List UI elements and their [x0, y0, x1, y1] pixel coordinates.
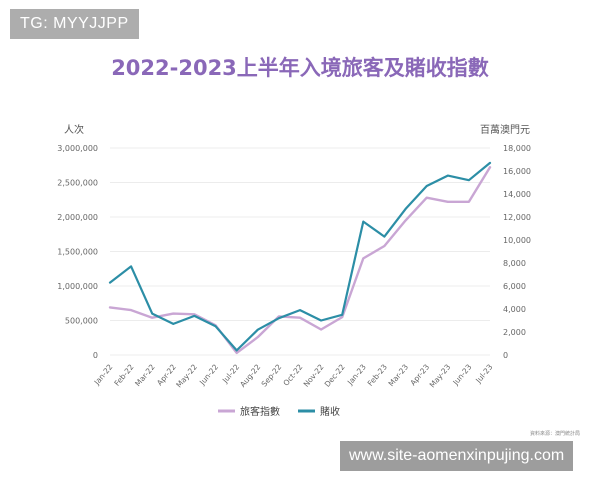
point-gaming	[341, 313, 344, 316]
y-left-tick-label: 1,500,000	[57, 248, 98, 257]
chart-title: 2022-2023上半年入境旅客及賭收指數	[111, 56, 489, 80]
y-left-tick-label: 2,500,000	[57, 179, 98, 188]
point-gaming	[299, 309, 301, 311]
point-gaming	[468, 179, 470, 181]
point-visitors	[489, 166, 491, 169]
point-gaming	[489, 162, 491, 164]
point-visitors	[235, 352, 238, 354]
point-gaming	[151, 312, 154, 315]
point-gaming	[278, 317, 280, 320]
x-tick-label: Jun-23	[450, 362, 473, 387]
point-visitors	[151, 316, 154, 319]
y-right-tick-label: 14,000	[503, 190, 531, 199]
y-right-tick-label: 16,000	[503, 167, 531, 176]
x-tick-label: Dec-22	[323, 362, 347, 388]
x-tick-label: Jul-23	[473, 362, 494, 385]
y-right-tick-label: 12,000	[503, 213, 531, 222]
legend-label: 賭收	[320, 405, 340, 418]
point-gaming	[446, 174, 449, 177]
y-right-tick-label: 6,000	[503, 282, 526, 291]
y-left-tick-label: 500,000	[65, 317, 98, 326]
y-left-tick-label: 2,000,000	[57, 213, 98, 222]
point-gaming	[362, 220, 365, 223]
point-visitors	[362, 257, 365, 260]
y-left-tick-label: 3,000,000	[57, 144, 98, 153]
point-gaming	[404, 208, 407, 210]
point-visitors	[383, 245, 386, 247]
x-tick-label: Jan-22	[92, 362, 115, 387]
point-visitors	[425, 196, 428, 199]
point-visitors	[468, 201, 470, 203]
point-visitors	[299, 316, 301, 319]
y-right-tick-label: 0	[503, 351, 508, 360]
point-gaming	[193, 315, 196, 317]
watermark-bottom: www.site-aomenxinpujing.com	[340, 441, 574, 471]
point-gaming	[109, 281, 111, 284]
point-gaming	[320, 319, 322, 322]
point-visitors	[172, 312, 175, 315]
y-right-tick-label: 18,000	[503, 144, 531, 153]
point-gaming	[256, 328, 259, 331]
point-gaming	[214, 325, 217, 328]
point-visitors	[446, 201, 449, 203]
point-visitors	[320, 328, 322, 331]
x-tick-label: Jun-22	[197, 362, 220, 387]
x-tick-label: Nov-22	[302, 362, 326, 388]
left-axis-title: 人次	[64, 125, 84, 136]
watermark-top: TG: MYYJJPP	[10, 9, 139, 39]
x-tick-label: May-23	[428, 362, 453, 389]
x-tick-label: Feb-22	[112, 362, 135, 388]
right-axis-title: 百萬澳門元	[480, 125, 530, 136]
x-tick-label: May-22	[174, 362, 199, 389]
x-tick-label: Aug-22	[238, 362, 262, 389]
x-tick-label: Feb-23	[366, 362, 389, 388]
point-gaming	[425, 185, 428, 187]
point-visitors	[193, 313, 196, 316]
y-left-tick-label: 0	[93, 351, 98, 360]
point-gaming	[130, 265, 132, 268]
point-gaming	[383, 235, 386, 238]
point-visitors	[130, 309, 132, 311]
point-gaming	[172, 323, 175, 325]
y-right-tick-label: 10,000	[503, 236, 531, 245]
point-visitors	[278, 315, 280, 318]
point-visitors	[109, 306, 111, 309]
y-right-tick-label: 8,000	[503, 259, 526, 268]
series-line-visitors	[108, 166, 492, 355]
y-left-tick-label: 1,000,000	[57, 282, 98, 291]
y-right-tick-label: 2,000	[503, 328, 526, 337]
y-right-tick-label: 4,000	[503, 305, 526, 314]
series-line-gaming	[108, 161, 492, 352]
point-gaming	[235, 349, 238, 352]
point-visitors	[341, 316, 344, 318]
x-tick-label: Jan-23	[345, 362, 368, 387]
point-visitors	[404, 219, 407, 222]
x-tick-label: Sep-22	[260, 362, 284, 388]
point-visitors	[256, 336, 259, 338]
source-note: 資料來源：澳門統計局	[530, 431, 581, 437]
x-tick-label: Mar-22	[133, 362, 157, 388]
legend-label: 旅客指數	[240, 405, 280, 418]
x-tick-label: Mar-23	[387, 362, 411, 388]
